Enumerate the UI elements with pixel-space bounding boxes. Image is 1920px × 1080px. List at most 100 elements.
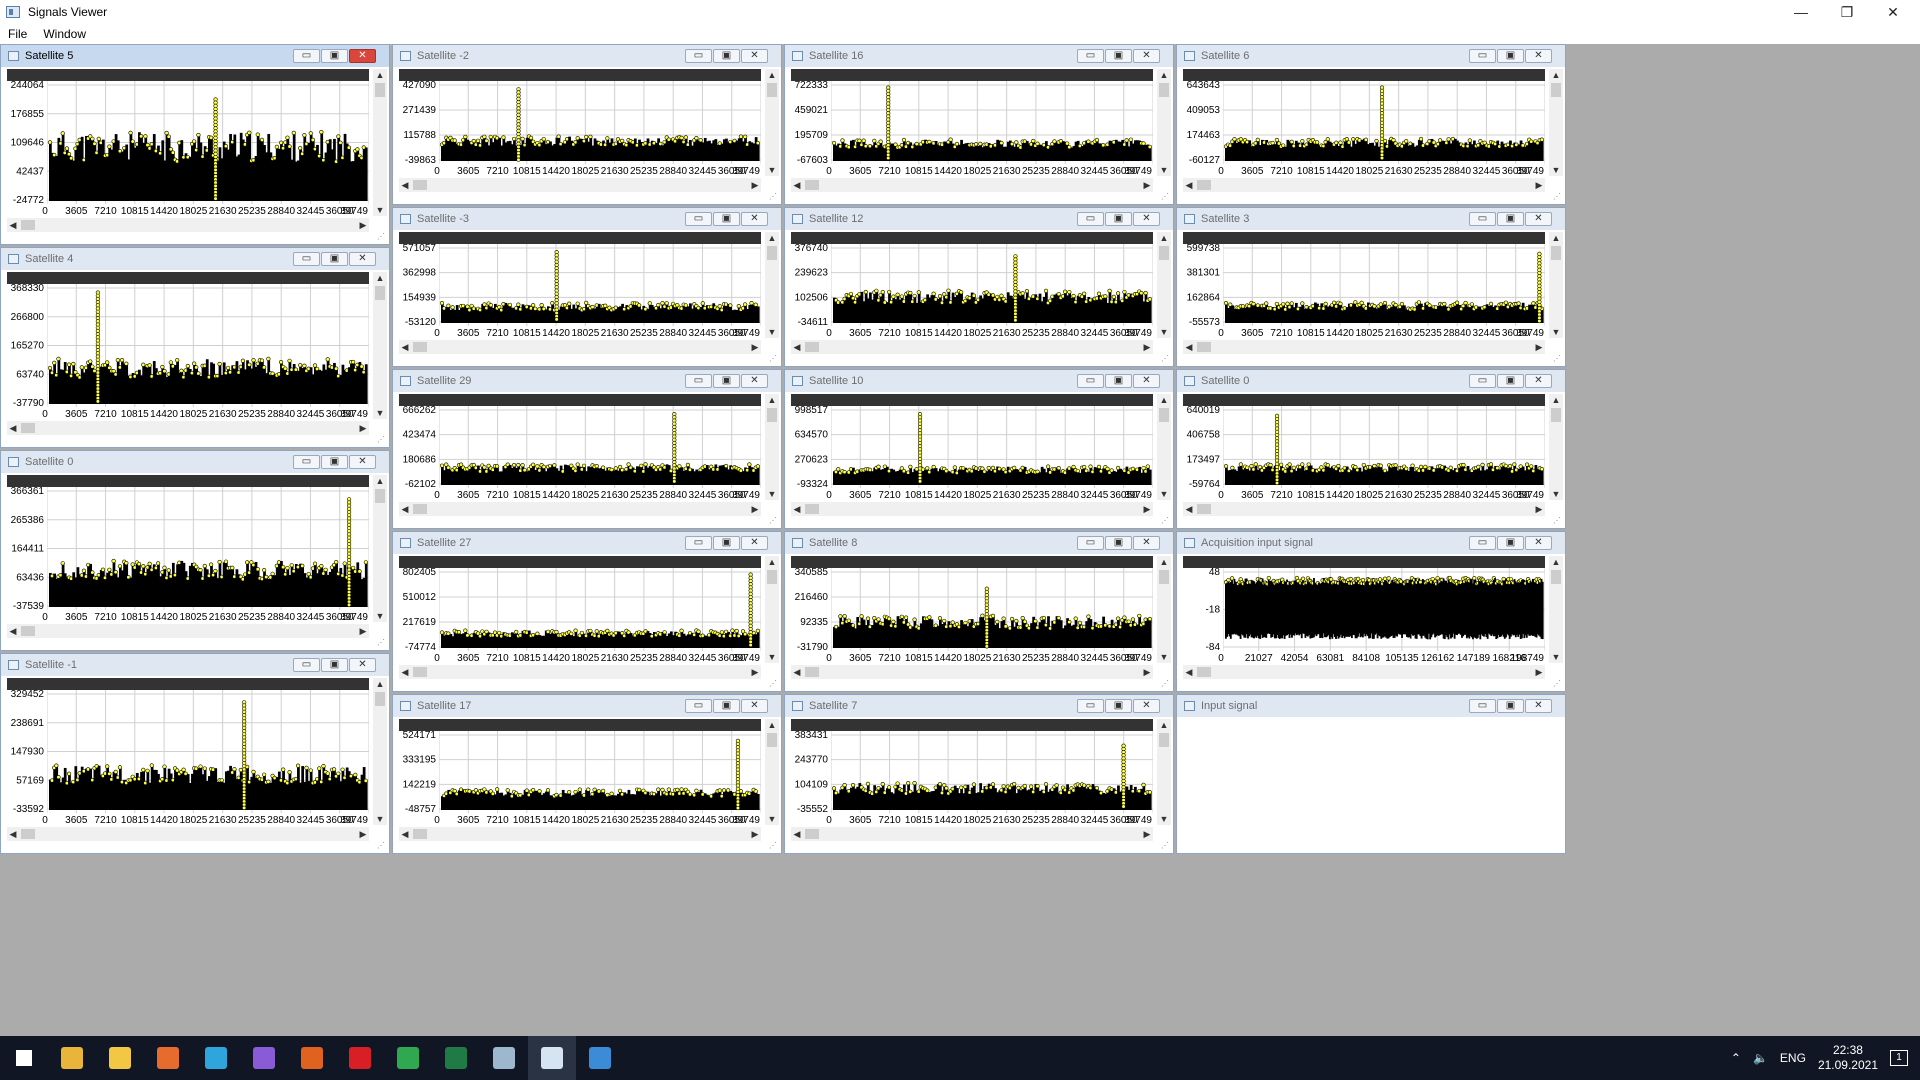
window-close-button[interactable]: ✕	[741, 49, 768, 63]
scroll-left-icon[interactable]: ◀	[1185, 342, 1193, 352]
horizontal-scrollbar[interactable]: ◀ ▶	[399, 178, 761, 192]
clock[interactable]: 22:38 21.09.2021	[1818, 1043, 1878, 1073]
signal-window-titlebar[interactable]: Satellite -3 ▭ ▣ ✕	[393, 208, 781, 230]
horizontal-scrollbar[interactable]: ◀ ▶	[399, 340, 761, 354]
scroll-right-icon[interactable]: ▶	[359, 626, 367, 636]
signal-window-titlebar[interactable]: Satellite 0 ▭ ▣ ✕	[1177, 370, 1565, 392]
signal-plot[interactable]: 427090 271439 115788 -39863 0 3605 7210 10815 14…	[399, 69, 761, 176]
signal-window-titlebar[interactable]: Satellite -2 ▭ ▣ ✕	[393, 45, 781, 67]
window-minimize-button[interactable]: ▭	[1077, 212, 1104, 226]
scroll-down-icon[interactable]: ▼	[767, 489, 777, 499]
window-minimize-button[interactable]: ▭	[293, 455, 320, 469]
scroll-thumb[interactable]	[413, 667, 427, 677]
scroll-down-icon[interactable]: ▼	[375, 611, 385, 621]
scroll-up-icon[interactable]: ▲	[1159, 70, 1169, 80]
scroll-thumb[interactable]	[413, 180, 427, 190]
resize-grip[interactable]: ⋰	[377, 638, 385, 647]
signal-window-titlebar[interactable]: Satellite 7 ▭ ▣ ✕	[785, 695, 1173, 717]
window-close-button[interactable]: ✕	[1133, 212, 1160, 226]
signal-window-titlebar[interactable]: Satellite 8 ▭ ▣ ✕	[785, 532, 1173, 554]
scroll-down-icon[interactable]: ▼	[767, 652, 777, 662]
scroll-left-icon[interactable]: ◀	[9, 626, 17, 636]
resize-grip[interactable]: ⋰	[1553, 516, 1561, 525]
menu-file[interactable]: File	[8, 27, 28, 41]
horizontal-scrollbar[interactable]: ◀ ▶	[791, 827, 1153, 841]
signal-plot[interactable]: 802405 510012 217619 -74774 0 3605 7210 10815 14…	[399, 556, 761, 663]
signals-viewer-icon[interactable]	[528, 1036, 576, 1080]
window-maximize-button[interactable]: ▣	[713, 374, 740, 388]
scroll-left-icon[interactable]: ◀	[1185, 504, 1193, 514]
scroll-thumb[interactable]	[413, 829, 427, 839]
scroll-thumb[interactable]	[1197, 342, 1211, 352]
scroll-up-icon[interactable]: ▲	[375, 476, 385, 486]
signal-plot[interactable]: 640019 406758 173497 -59764 0 3605 7210 10815 14…	[1183, 394, 1545, 500]
scroll-up-icon[interactable]: ▲	[1551, 233, 1561, 243]
scroll-left-icon[interactable]: ◀	[793, 667, 801, 677]
scroll-thumb[interactable]	[1159, 246, 1169, 260]
signal-plot[interactable]: 571057 362998 154939 -53120 0 3605 7210 10815 14…	[399, 232, 761, 338]
scroll-thumb[interactable]	[767, 408, 777, 422]
scroll-left-icon[interactable]: ◀	[793, 829, 801, 839]
horizontal-scrollbar[interactable]: ◀ ▶	[791, 665, 1153, 679]
window-maximize-button[interactable]: ▣	[1497, 699, 1524, 713]
signal-plot[interactable]: 340585 216460 92335 -31790 0 3605 7210 10815 144…	[791, 556, 1153, 663]
scroll-thumb[interactable]	[1197, 180, 1211, 190]
window-close-button[interactable]: ✕	[1133, 49, 1160, 63]
resize-grip[interactable]: ⋰	[377, 232, 385, 241]
wireshark-icon[interactable]	[480, 1036, 528, 1080]
scroll-thumb[interactable]	[21, 220, 35, 230]
vertical-scrollbar[interactable]: ▲ ▼	[1157, 719, 1171, 825]
resize-grip[interactable]: ⋰	[1161, 516, 1169, 525]
signal-plot[interactable]: 368330 266800 165270 63740 -37790 0 3605 7210 10…	[7, 272, 369, 419]
window-close-button[interactable]: ✕	[1525, 212, 1552, 226]
horizontal-scrollbar[interactable]: ◀ ▶	[791, 178, 1153, 192]
window-minimize-button[interactable]: ▭	[1469, 49, 1496, 63]
scroll-thumb[interactable]	[21, 423, 35, 433]
scroll-right-icon[interactable]: ▶	[1535, 504, 1543, 514]
resize-grip[interactable]: ⋰	[1161, 679, 1169, 688]
window-close-button[interactable]: ✕	[349, 49, 376, 63]
resize-grip[interactable]: ⋰	[1553, 354, 1561, 363]
window-maximize-button[interactable]: ▣	[321, 455, 348, 469]
scroll-left-icon[interactable]: ◀	[793, 504, 801, 514]
signal-window-titlebar[interactable]: Satellite 10 ▭ ▣ ✕	[785, 370, 1173, 392]
scroll-thumb[interactable]	[413, 342, 427, 352]
signal-window[interactable]: Satellite -2 ▭ ▣ ✕ 427090 271439 115788 -39863 0…	[392, 44, 782, 205]
window-maximize-button[interactable]: ▣	[1105, 699, 1132, 713]
scroll-up-icon[interactable]: ▲	[375, 679, 385, 689]
signal-plot[interactable]: 366361 265386 164411 63436 -37539 0 3605 7210 10…	[7, 475, 369, 622]
scroll-down-icon[interactable]: ▼	[375, 408, 385, 418]
signal-plot[interactable]: 722333 459021 195709 -67603 0 3605 7210 10815 14…	[791, 69, 1153, 176]
window-close-button[interactable]: ✕	[1525, 699, 1552, 713]
resize-grip[interactable]: ⋰	[377, 435, 385, 444]
scroll-up-icon[interactable]: ▲	[767, 557, 777, 567]
scroll-left-icon[interactable]: ◀	[401, 504, 409, 514]
window-minimize-button[interactable]: ▭	[685, 49, 712, 63]
resize-grip[interactable]: ⋰	[769, 192, 777, 201]
window-close-button[interactable]: ✕	[741, 699, 768, 713]
scroll-thumb[interactable]	[1159, 570, 1169, 584]
window-maximize-button[interactable]: ▣	[713, 699, 740, 713]
signal-window[interactable]: Satellite 16 ▭ ▣ ✕ 722333 459021 195709 -67603 0…	[784, 44, 1174, 205]
resize-grip[interactable]: ⋰	[1161, 354, 1169, 363]
signal-window-titlebar[interactable]: Input signal ▭ ▣ ✕	[1177, 695, 1565, 717]
vertical-scrollbar[interactable]: ▲ ▼	[1549, 69, 1563, 176]
chrome-icon[interactable]	[48, 1036, 96, 1080]
explorer-icon[interactable]	[96, 1036, 144, 1080]
signal-window[interactable]: Satellite 4 ▭ ▣ ✕ 368330 266800 165270 63740 -37…	[0, 247, 390, 448]
scroll-thumb[interactable]	[805, 342, 819, 352]
window-maximize-button[interactable]: ▣	[1105, 374, 1132, 388]
window-close-button[interactable]: ✕	[1525, 49, 1552, 63]
scroll-thumb[interactable]	[375, 286, 385, 300]
window-close-button[interactable]: ✕	[1133, 699, 1160, 713]
window-maximize-button[interactable]: ▣	[1497, 536, 1524, 550]
window-close-button[interactable]: ✕	[349, 252, 376, 266]
close-button[interactable]: ✕	[1887, 3, 1899, 20]
scroll-up-icon[interactable]: ▲	[767, 720, 777, 730]
signal-window-titlebar[interactable]: Satellite 6 ▭ ▣ ✕	[1177, 45, 1565, 67]
window-maximize-button[interactable]: ▣	[1497, 374, 1524, 388]
signal-window[interactable]: Satellite 12 ▭ ▣ ✕ 376740 239623 102506 -34611 0…	[784, 207, 1174, 367]
signal-window[interactable]: Satellite 0 ▭ ▣ ✕ 640019 406758 173497 -59764 0 3…	[1176, 369, 1566, 529]
scroll-right-icon[interactable]: ▶	[1143, 342, 1151, 352]
window-close-button[interactable]: ✕	[349, 658, 376, 672]
